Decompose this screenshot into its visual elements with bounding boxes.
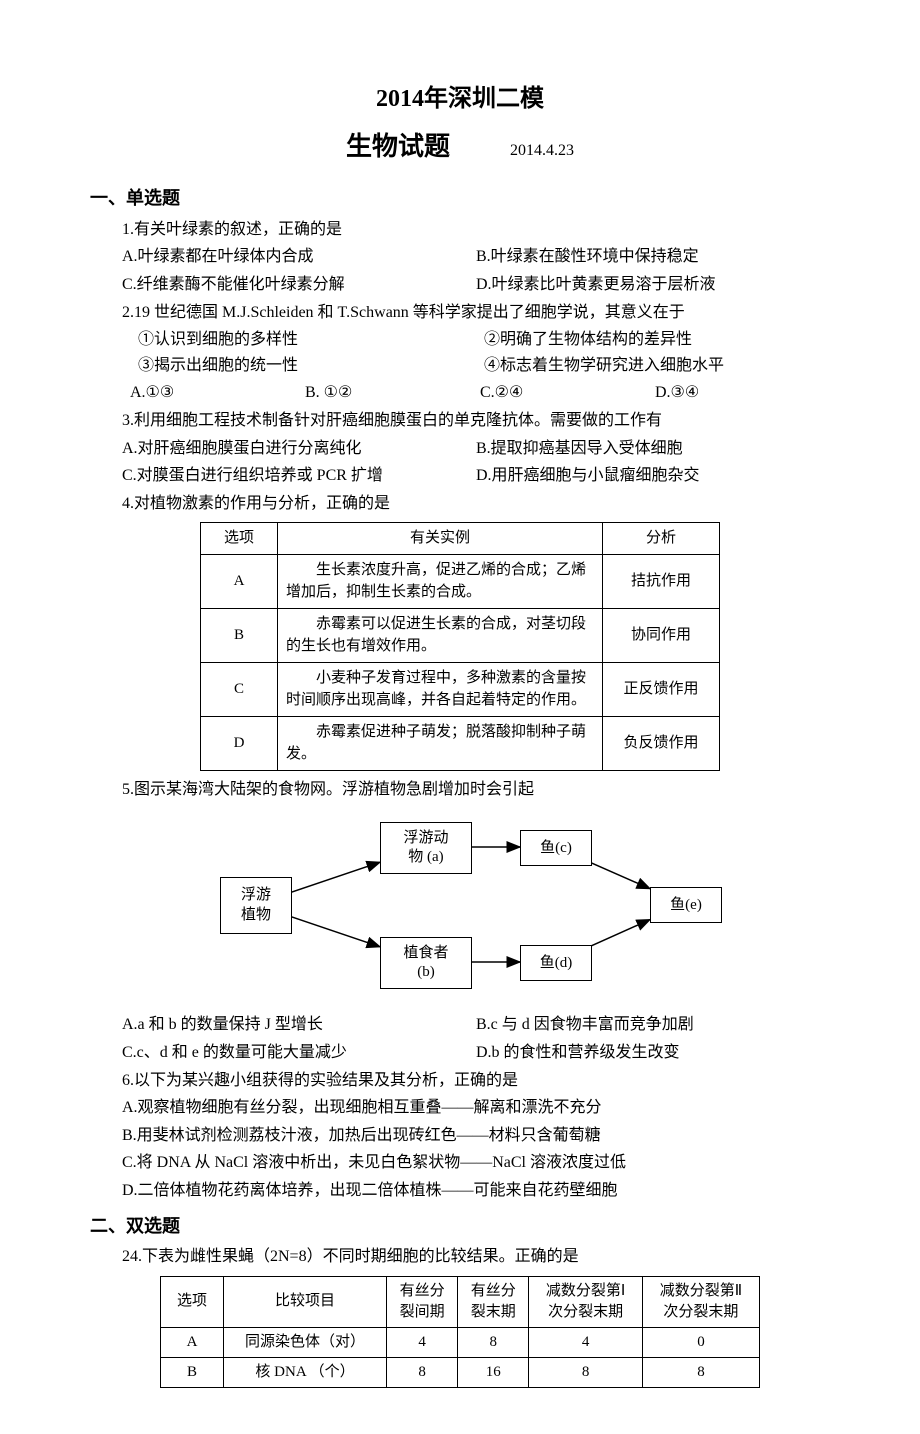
q6-option-d: D.二倍体植物花药离体培养，出现二倍体植株——可能来自花药壁细胞 xyxy=(90,1178,830,1204)
q4-c-an: 正反馈作用 xyxy=(603,662,720,716)
q1-option-c: C.纤维素酶不能催化叶绿素分解 xyxy=(122,272,476,298)
q24-b-c3: 8 xyxy=(529,1357,642,1387)
q6-option-b: B.用斐林试剂检测荔枝汁液，加热后出现砖红色——材料只含葡萄糖 xyxy=(90,1123,830,1149)
q1-options-ab: A.叶绿素都在叶绿体内合成 B.叶绿素在酸性环境中保持稳定 xyxy=(90,244,830,270)
q4-a-ex: 生长素浓度升高，促进乙烯的合成；乙烯增加后，抑制生长素的合成。 xyxy=(278,554,603,608)
q4-d-opt: D xyxy=(201,716,278,770)
foodweb-edge xyxy=(290,917,380,947)
q5-stem: 5.图示某海湾大陆架的食物网。浮游植物急剧增加时会引起 xyxy=(90,777,830,803)
q4-c-opt: C xyxy=(201,662,278,716)
q4-row-b: B 赤霉素可以促进生长素的合成，对茎切段的生长也有增效作用。 协同作用 xyxy=(201,608,720,662)
q3-option-c: C.对膜蛋白进行组织培养或 PCR 扩增 xyxy=(122,463,476,489)
subtitle-row: 生物试题 2014.4.23 xyxy=(90,126,830,168)
q2-option-a: A.①③ xyxy=(130,380,305,406)
foodweb-node-plankton_plant: 浮游植物 xyxy=(220,877,292,934)
q5-options-ab: A.a 和 b 的数量保持 J 型增长 B.c 与 d 因食物丰富而竞争加剧 xyxy=(90,1012,830,1038)
q1-options-cd: C.纤维素酶不能催化叶绿素分解 D.叶绿素比叶黄素更易溶于层析液 xyxy=(90,272,830,298)
q4-table: 选项 有关实例 分析 A 生长素浓度升高，促进乙烯的合成；乙烯增加后，抑制生长素… xyxy=(200,522,720,771)
q3-option-a: A.对肝癌细胞膜蛋白进行分离纯化 xyxy=(122,436,476,462)
foodweb-edge xyxy=(590,863,650,889)
exam-date: 2014.4.23 xyxy=(510,138,574,164)
q2-option-d: D.③④ xyxy=(655,380,830,406)
q5-option-c: C.c、d 和 e 的数量可能大量减少 xyxy=(122,1040,476,1066)
exam-subtitle: 生物试题 xyxy=(346,126,450,168)
q6-option-c: C.将 DNA 从 NaCl 溶液中析出，未见白色絮状物——NaCl 溶液浓度过… xyxy=(90,1150,830,1176)
q3-option-d: D.用肝癌细胞与小鼠瘤细胞杂交 xyxy=(476,463,830,489)
q6-option-a: A.观察植物细胞有丝分裂，出现细胞相互重叠——解离和漂洗不充分 xyxy=(90,1095,830,1121)
q5-option-b: B.c 与 d 因食物丰富而竞争加剧 xyxy=(476,1012,830,1038)
q4-row-c: C 小麦种子发育过程中，多种激素的含量按时间顺序出现高峰，并各自起着特定的作用。… xyxy=(201,662,720,716)
q3-option-b: B.提取抑癌基因导入受体细胞 xyxy=(476,436,830,462)
q2-sub2: ②明确了生物体结构的差异性 xyxy=(484,327,830,353)
section-1-header: 一、单选题 xyxy=(90,184,830,213)
q2-stem: 2.19 世纪德国 M.J.Schleiden 和 T.Schwann 等科学家… xyxy=(90,300,830,326)
q24-stem: 24.下表为雌性果蝇（2N=8）不同时期细胞的比较结果。正确的是 xyxy=(90,1244,830,1270)
q1-option-a: A.叶绿素都在叶绿体内合成 xyxy=(122,244,476,270)
q4-th-example: 有关实例 xyxy=(278,523,603,555)
foodweb-node-plankton_animal: 浮游动物 (a) xyxy=(380,822,472,874)
foodweb-node-fish_e: 鱼(e) xyxy=(650,887,722,923)
q2-option-b: B. ①② xyxy=(305,380,480,406)
q4-b-an: 协同作用 xyxy=(603,608,720,662)
q4-c-ex: 小麦种子发育过程中，多种激素的含量按时间顺序出现高峰，并各自起着特定的作用。 xyxy=(278,662,603,716)
q24-row-b: B 核 DNA （个） 8 16 8 8 xyxy=(161,1357,760,1387)
q24-a-c1: 4 xyxy=(387,1327,458,1357)
q2-option-c: C.②④ xyxy=(480,380,655,406)
q5-foodweb-diagram: 浮游植物 浮游动物 (a) 植食者(b) 鱼(c) 鱼(d) 鱼(e) xyxy=(180,812,740,1002)
q1-option-d: D.叶绿素比叶黄素更易溶于层析液 xyxy=(476,272,830,298)
q2-subitems-12: ①认识到细胞的多样性 ②明确了生物体结构的差异性 xyxy=(90,327,830,353)
q24-b-item: 核 DNA （个） xyxy=(224,1357,387,1387)
q3-options-cd: C.对膜蛋白进行组织培养或 PCR 扩增 D.用肝癌细胞与小鼠瘤细胞杂交 xyxy=(90,463,830,489)
exam-title: 2014年深圳二模 xyxy=(90,80,830,118)
q24-b-c4: 8 xyxy=(642,1357,759,1387)
foodweb-node-fish_d: 鱼(d) xyxy=(520,945,592,981)
q4-a-opt: A xyxy=(201,554,278,608)
q24-a-c3: 4 xyxy=(529,1327,642,1357)
q4-a-an: 拮抗作用 xyxy=(603,554,720,608)
q24-a-item: 同源染色体（对） xyxy=(224,1327,387,1357)
q5-option-d: D.b 的食性和营养级发生改变 xyxy=(476,1040,830,1066)
q4-stem: 4.对植物激素的作用与分析，正确的是 xyxy=(90,491,830,517)
q24-a-c4: 0 xyxy=(642,1327,759,1357)
section-2-header: 二、双选题 xyxy=(90,1212,830,1241)
q24-table: 选项 比较项目 有丝分裂间期 有丝分裂末期 减数分裂第Ⅰ次分裂末期 减数分裂第Ⅱ… xyxy=(160,1276,760,1388)
q4-th-option: 选项 xyxy=(201,523,278,555)
q6-stem: 6.以下为某兴趣小组获得的实验结果及其分析，正确的是 xyxy=(90,1068,830,1094)
q24-b-opt: B xyxy=(161,1357,224,1387)
q4-b-ex: 赤霉素可以促进生长素的合成，对茎切段的生长也有增效作用。 xyxy=(278,608,603,662)
q4-row-a: A 生长素浓度升高，促进乙烯的合成；乙烯增加后，抑制生长素的合成。 拮抗作用 xyxy=(201,554,720,608)
q3-options-ab: A.对肝癌细胞膜蛋白进行分离纯化 B.提取抑癌基因导入受体细胞 xyxy=(90,436,830,462)
foodweb-edge xyxy=(590,920,650,947)
q4-th-analysis: 分析 xyxy=(603,523,720,555)
q24-a-opt: A xyxy=(161,1327,224,1357)
q24-row-a: A 同源染色体（对） 4 8 4 0 xyxy=(161,1327,760,1357)
q4-row-d: D 赤霉素促进种子萌发；脱落酸抑制种子萌发。 负反馈作用 xyxy=(201,716,720,770)
foodweb-edge xyxy=(290,863,380,893)
q3-stem: 3.利用细胞工程技术制备针对肝癌细胞膜蛋白的单克隆抗体。需要做的工作有 xyxy=(90,408,830,434)
q5-option-a: A.a 和 b 的数量保持 J 型增长 xyxy=(122,1012,476,1038)
q2-options: A.①③ B. ①② C.②④ D.③④ xyxy=(90,380,830,406)
q4-d-an: 负反馈作用 xyxy=(603,716,720,770)
foodweb-node-fish_c: 鱼(c) xyxy=(520,830,592,866)
q2-sub1: ①认识到细胞的多样性 xyxy=(138,327,484,353)
q4-d-ex: 赤霉素促进种子萌发；脱落酸抑制种子萌发。 xyxy=(278,716,603,770)
q1-option-b: B.叶绿素在酸性环境中保持稳定 xyxy=(476,244,830,270)
q4-b-opt: B xyxy=(201,608,278,662)
q24-b-c1: 8 xyxy=(387,1357,458,1387)
q5-options-cd: C.c、d 和 e 的数量可能大量减少 D.b 的食性和营养级发生改变 xyxy=(90,1040,830,1066)
q24-a-c2: 8 xyxy=(458,1327,529,1357)
foodweb-node-herbivore: 植食者(b) xyxy=(380,937,472,989)
q2-sub4: ④标志着生物学研究进入细胞水平 xyxy=(484,353,830,379)
q1-stem: 1.有关叶绿素的叙述，正确的是 xyxy=(90,217,830,243)
q24-b-c2: 16 xyxy=(458,1357,529,1387)
q2-subitems-34: ③揭示出细胞的统一性 ④标志着生物学研究进入细胞水平 xyxy=(90,353,830,379)
q2-sub3: ③揭示出细胞的统一性 xyxy=(138,353,484,379)
